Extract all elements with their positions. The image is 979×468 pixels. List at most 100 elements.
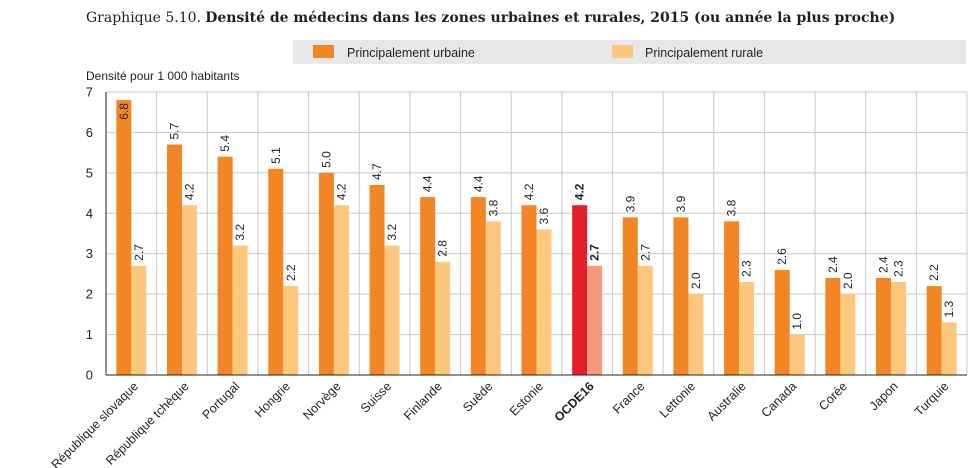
- value-label-urban: 4.7: [370, 163, 384, 180]
- bar-urban: [724, 221, 740, 375]
- bar-rural: [283, 286, 299, 375]
- bar-urban: [420, 197, 436, 375]
- x-category-label: Japon: [867, 379, 901, 413]
- value-label-rural: 3.6: [537, 207, 551, 224]
- value-label-rural: 2.7: [132, 244, 146, 261]
- value-label-urban: 4.2: [522, 183, 536, 200]
- value-label-urban: 2.4: [826, 256, 840, 273]
- x-category-label: OCDE16: [552, 379, 597, 424]
- value-label-rural: 2.7: [588, 244, 602, 261]
- y-tick-label: 7: [86, 85, 93, 100]
- legend-label-urban: Principalement urbaine: [347, 46, 475, 60]
- bar-urban: [166, 144, 182, 375]
- value-label-urban: 2.6: [775, 248, 789, 265]
- bar-urban: [268, 168, 284, 375]
- x-category-label: France: [610, 379, 647, 416]
- y-tick-label: 1: [86, 327, 93, 342]
- y-tick-label: 2: [86, 287, 93, 302]
- x-category-label: Norvège: [300, 379, 343, 422]
- value-label-urban: 5.4: [218, 135, 232, 152]
- y-tick-label: 6: [86, 125, 93, 140]
- x-category-label: Canada: [759, 379, 800, 420]
- value-label-urban: 2.4: [877, 256, 891, 273]
- value-label-rural: 2.0: [841, 272, 855, 289]
- y-tick-label: 0: [86, 368, 93, 383]
- x-category-label: Lettonie: [657, 379, 698, 420]
- value-label-urban: 3.8: [725, 199, 739, 216]
- bar-rural: [384, 245, 400, 375]
- bar-urban: [876, 277, 892, 375]
- x-category-label: Australie: [705, 379, 749, 423]
- bar-rural: [435, 261, 451, 375]
- value-label-rural: 1.0: [790, 313, 804, 330]
- value-label-urban: 5.0: [319, 151, 333, 168]
- bar-rural: [485, 221, 501, 375]
- value-label-urban: 5.7: [167, 123, 181, 140]
- bar-rural: [941, 322, 957, 375]
- y-tick-label: 4: [86, 206, 93, 221]
- x-category-label: Finlande: [401, 379, 445, 423]
- chart-title: Graphique 5.10. Densité de médecins dans…: [86, 9, 895, 26]
- bar-rural: [333, 205, 349, 375]
- value-label-rural: 2.8: [436, 240, 450, 257]
- bar-rural: [587, 265, 603, 375]
- value-label-rural: 2.2: [284, 264, 298, 281]
- y-axis-label: Densité pour 1 000 habitants: [86, 69, 239, 83]
- y-tick-label: 5: [86, 165, 93, 180]
- x-category-label: Corée: [816, 379, 850, 413]
- legend-swatch-urban: [313, 45, 334, 58]
- bar-urban: [470, 197, 486, 375]
- bar-urban: [116, 100, 132, 375]
- bar-urban: [825, 277, 841, 375]
- value-label-rural: 1.3: [942, 300, 956, 317]
- value-label-urban: 4.2: [573, 183, 587, 200]
- value-label-urban: 2.2: [927, 264, 941, 281]
- value-label-urban: 3.9: [623, 195, 637, 212]
- legend-label-rural: Principalement rurale: [645, 46, 763, 60]
- x-category-label: Portugal: [200, 379, 243, 422]
- bar-rural: [637, 265, 653, 375]
- value-label-rural: 4.2: [182, 183, 196, 200]
- x-category-label: Hongrie: [252, 379, 293, 420]
- bar-urban: [926, 286, 942, 375]
- bar-urban: [774, 269, 790, 375]
- legend-swatch-rural: [612, 45, 633, 58]
- bar-rural: [840, 294, 856, 375]
- x-category-label: Suisse: [358, 379, 394, 415]
- value-label-rural: 3.2: [233, 224, 247, 241]
- bar-urban: [622, 217, 638, 375]
- x-category-label: Suède: [460, 379, 495, 414]
- bar-rural: [739, 282, 755, 375]
- value-label-urban: 4.4: [421, 175, 435, 192]
- bar-rural: [131, 265, 147, 375]
- value-label-rural: 4.2: [334, 183, 348, 200]
- bar-rural: [536, 229, 552, 375]
- value-label-rural: 2.3: [892, 260, 906, 277]
- x-category-label: République slovaque: [49, 379, 141, 468]
- value-label-rural: 2.0: [689, 272, 703, 289]
- bar-rural: [688, 294, 704, 375]
- x-category-label: Estonie: [507, 379, 546, 418]
- value-label-urban: 3.9: [674, 195, 688, 212]
- bar-urban: [217, 156, 233, 375]
- value-label-urban: 6.8: [117, 103, 131, 120]
- value-label-rural: 3.2: [385, 224, 399, 241]
- x-category-label: République tchèque: [103, 379, 192, 468]
- bar-urban: [369, 184, 385, 375]
- y-tick-label: 3: [86, 246, 93, 261]
- value-label-urban: 4.4: [471, 175, 485, 192]
- bar-rural: [789, 334, 805, 375]
- chart-title-prefix: Graphique 5.10.: [86, 10, 202, 26]
- bar-rural: [891, 282, 907, 375]
- value-label-rural: 2.7: [638, 244, 652, 261]
- value-label-urban: 5.1: [269, 147, 283, 164]
- bar-rural: [181, 205, 197, 375]
- bar-rural: [232, 245, 248, 375]
- bar-urban: [318, 172, 334, 375]
- bar-urban: [572, 205, 588, 375]
- chart-title-main: Densité de médecins dans les zones urbai…: [205, 10, 896, 26]
- bar-urban: [673, 217, 689, 375]
- x-category-label: Turquie: [912, 379, 952, 419]
- value-label-rural: 3.8: [486, 199, 500, 216]
